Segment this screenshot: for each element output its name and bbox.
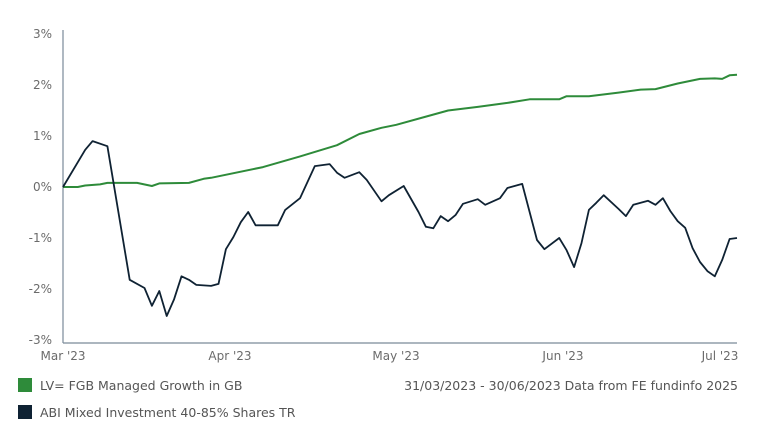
y-tick-label: -1% xyxy=(29,231,52,245)
x-tick-label: Apr '23 xyxy=(208,349,251,363)
x-tick-label: Jun '23 xyxy=(541,349,583,363)
y-tick-label: -3% xyxy=(29,333,52,347)
y-tick-label: -2% xyxy=(29,282,52,296)
series-line-abi xyxy=(62,140,738,317)
legend-label-abi: ABI Mixed Investment 40-85% Shares TR xyxy=(40,405,296,420)
y-tick-label: 3% xyxy=(33,27,52,41)
y-tick-label: 2% xyxy=(33,78,52,92)
y-tick-label: 0% xyxy=(33,180,52,194)
legend-swatch-abi xyxy=(18,405,32,419)
x-tick-label: Mar '23 xyxy=(40,349,85,363)
x-tick-label: May '23 xyxy=(372,349,419,363)
series-line-lv xyxy=(63,73,738,188)
footnote: 31/03/2023 - 30/06/2023 Data from FE fun… xyxy=(404,378,738,393)
legend-swatch-lv xyxy=(18,378,32,392)
legend-label-lv: LV= FGB Managed Growth in GB xyxy=(40,378,242,393)
y-tick-label: 1% xyxy=(33,129,52,143)
x-tick-label: Jul '23 xyxy=(701,349,739,363)
